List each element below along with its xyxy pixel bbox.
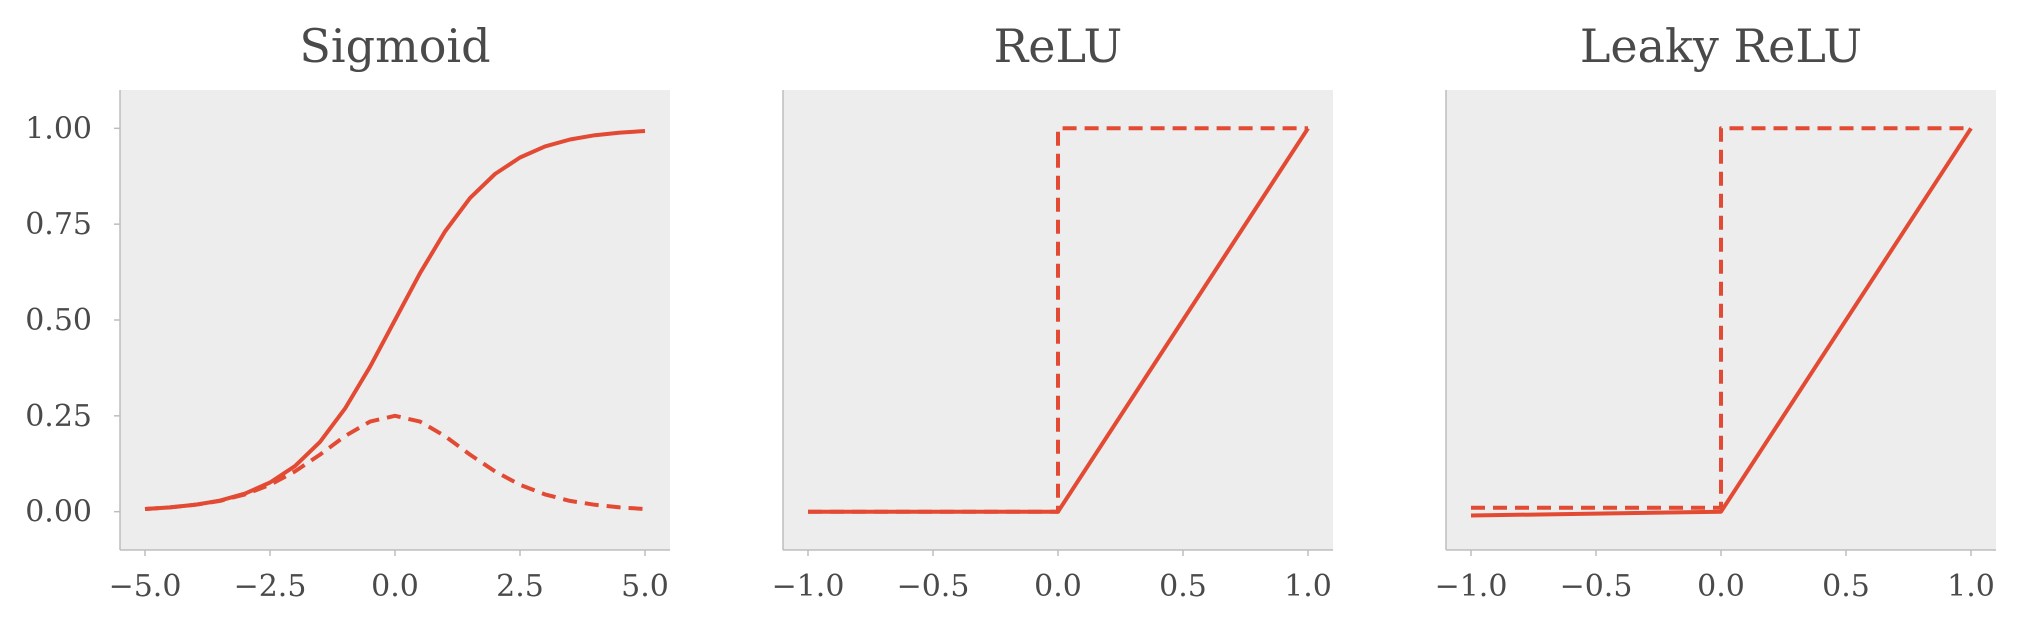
sigmoid-y-tick-label: 0.25 xyxy=(25,399,92,434)
leaky-relu-x-tick-label: 0.5 xyxy=(1822,569,1870,604)
sigmoid-y-tick-label: 1.00 xyxy=(25,111,92,146)
sigmoid-x-tick-label: 2.5 xyxy=(496,569,544,604)
relu-x-tick-label: −0.5 xyxy=(897,569,970,604)
sigmoid-x-tick-label: −5.0 xyxy=(109,569,182,604)
relu-x-tick-label: 1.0 xyxy=(1284,569,1332,604)
sigmoid-title: Sigmoid xyxy=(299,19,490,73)
sigmoid-y-tick-label: 0.00 xyxy=(25,495,92,530)
leaky-relu-x-tick-label: 1.0 xyxy=(1947,569,1995,604)
relu-x-tick-label: 0.5 xyxy=(1159,569,1207,604)
leaky-relu-plot-area xyxy=(1446,90,1996,550)
leaky-relu-x-tick-label: −1.0 xyxy=(1435,569,1508,604)
sigmoid-solid-line xyxy=(144,129,646,511)
sigmoid-y-tick-label: 0.75 xyxy=(25,207,92,242)
sigmoid-x-tick-label: 5.0 xyxy=(621,569,669,604)
sigmoid-x-tick-label: 0.0 xyxy=(371,569,419,604)
panel-sigmoid: Sigmoid −5.0 −2.5 0.0 2.5 5.0 0.00 0.25 0.50 0.75… xyxy=(25,19,670,604)
relu-title: ReLU xyxy=(994,19,1123,73)
leaky-relu-x-tick-label: 0.0 xyxy=(1697,569,1745,604)
relu-x-tick-label: 0.0 xyxy=(1034,569,1082,604)
sigmoid-dashed-line xyxy=(144,413,646,511)
panel-leaky-relu: Leaky ReLU −1.0 −0.5 0.0 0.5 1.0 xyxy=(1435,19,1996,604)
relu-dashed-line xyxy=(808,126,1308,514)
leaky-relu-title: Leaky ReLU xyxy=(1580,19,1862,73)
relu-x-tick-label: −1.0 xyxy=(772,569,845,604)
leaky-relu-x-tick-label: −0.5 xyxy=(1560,569,1633,604)
sigmoid-x-tick-label: −2.5 xyxy=(234,569,307,604)
sigmoid-y-tick-label: 0.50 xyxy=(25,303,92,338)
leaky-relu-dashed-line xyxy=(1471,126,1971,510)
leaky-relu-solid-line xyxy=(1470,127,1973,518)
panel-relu: ReLU −1.0 −0.5 0.0 0.5 1.0 xyxy=(772,19,1333,604)
